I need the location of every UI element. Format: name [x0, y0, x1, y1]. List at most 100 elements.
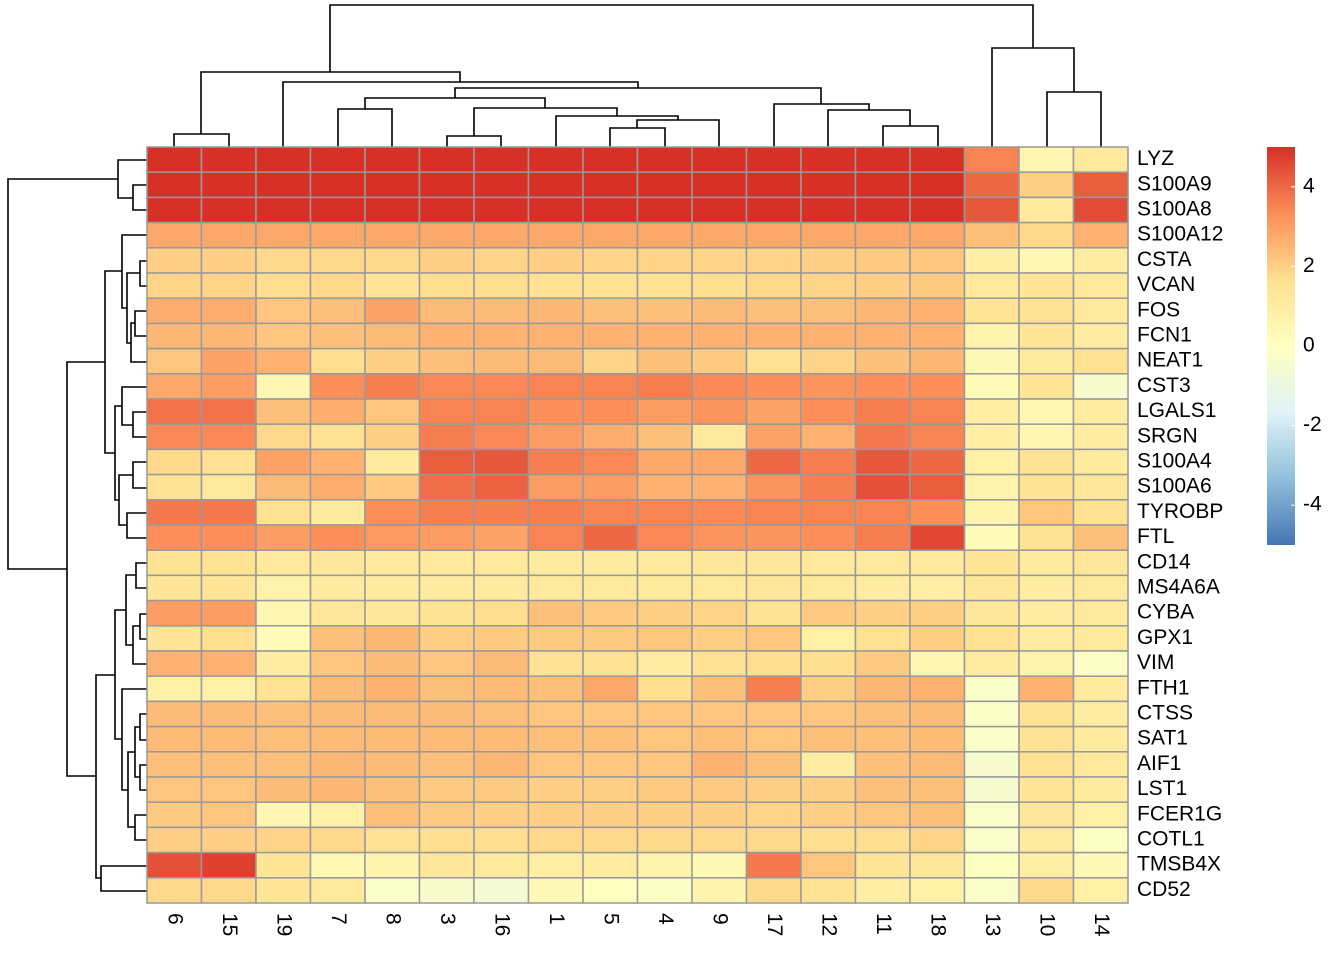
heatmap-cell: [255, 751, 312, 778]
heatmap-cell: [418, 700, 475, 728]
row-label: LGALS1: [1137, 399, 1216, 422]
heatmap-cell: [582, 625, 639, 652]
heatmap-cell: [854, 221, 911, 249]
heatmap-cell: [800, 473, 857, 501]
heatmap-cell: [582, 171, 639, 199]
row-label: GPX1: [1137, 626, 1193, 649]
heatmap-cell: [418, 196, 475, 224]
heatmap-cell: [909, 272, 966, 299]
heatmap-cell: [473, 448, 530, 476]
heatmap-cell: [255, 272, 312, 299]
heatmap-cell: [963, 524, 1020, 551]
heatmap-cell: [418, 247, 475, 274]
heatmap-cell: [309, 473, 366, 501]
heatmap-cell: [745, 171, 802, 199]
heatmap-cell: [255, 625, 312, 652]
heatmap-cell: [527, 499, 584, 526]
heatmap-cell: [745, 549, 802, 577]
heatmap-cell: [309, 574, 366, 602]
heatmap-cell: [636, 347, 693, 375]
heatmap-cell: [691, 373, 748, 400]
heatmap-cell: [691, 473, 748, 501]
heatmap-cell: [1072, 549, 1129, 577]
heatmap-cell: [418, 322, 475, 350]
heatmap-cell: [146, 272, 203, 299]
heatmap-cell: [418, 524, 475, 551]
heatmap-cell: [745, 877, 802, 904]
heatmap-cell: [527, 272, 584, 299]
heatmap-cell: [1072, 725, 1129, 753]
heatmap-cell: [473, 373, 530, 400]
heatmap-cell: [527, 725, 584, 753]
heatmap-cell: [309, 725, 366, 753]
heatmap-cell: [364, 473, 421, 501]
heatmap-cell: [527, 196, 584, 224]
heatmap-cell: [200, 877, 257, 904]
heatmap-cell: [800, 675, 857, 703]
heatmap-cell: [909, 625, 966, 652]
column-label: 8: [382, 913, 405, 925]
row-label: S100A9: [1137, 172, 1212, 195]
column-label: 4: [654, 913, 677, 925]
heatmap-cell: [309, 322, 366, 350]
heatmap-cell: [309, 297, 366, 325]
heatmap-cell: [364, 700, 421, 728]
heatmap-cell: [255, 448, 312, 476]
heatmap-cell: [745, 247, 802, 274]
heatmap-cell: [582, 196, 639, 224]
heatmap-cell: [636, 776, 693, 803]
heatmap-cell: [473, 625, 530, 652]
heatmap-cell: [309, 599, 366, 627]
heatmap-cell: [800, 347, 857, 375]
heatmap-cell: [418, 725, 475, 753]
heatmap-cell: [854, 171, 911, 199]
heatmap-cell: [963, 247, 1020, 274]
row-label: S100A4: [1137, 450, 1212, 473]
heatmap-cell: [418, 373, 475, 400]
heatmap-cell: [800, 373, 857, 400]
heatmap-cell: [582, 851, 639, 879]
heatmap-cell: [255, 776, 312, 803]
heatmap-cell: [963, 826, 1020, 854]
heatmap-cell: [473, 398, 530, 425]
heatmap-cell: [255, 549, 312, 577]
heatmap-cell: [963, 801, 1020, 829]
row-label: AIF1: [1137, 752, 1181, 775]
heatmap-cell: [909, 322, 966, 350]
heatmap-cell: [200, 499, 257, 526]
heatmap-cell: [800, 196, 857, 224]
heatmap-cell: [364, 171, 421, 199]
heatmap-cell: [1072, 826, 1129, 854]
heatmap-cell: [418, 398, 475, 425]
heatmap-cell: [309, 549, 366, 577]
heatmap-cell: [364, 877, 421, 904]
heatmap-cell: [854, 473, 911, 501]
row-label: LYZ: [1137, 147, 1174, 170]
heatmap-cell: [745, 675, 802, 703]
heatmap-cell: [909, 398, 966, 425]
heatmap-cell: [800, 650, 857, 677]
row-label: S100A12: [1137, 223, 1223, 246]
heatmap-cell: [473, 650, 530, 677]
colorbar-tick-label: 2: [1303, 254, 1315, 277]
heatmap-cell: [255, 221, 312, 249]
heatmap-cell: [364, 499, 421, 526]
heatmap-cell: [1072, 221, 1129, 249]
heatmap-cell: [745, 725, 802, 753]
heatmap-cell: [418, 877, 475, 904]
heatmap-cell: [473, 499, 530, 526]
heatmap-cell: [636, 297, 693, 325]
heatmap-cell: [854, 725, 911, 753]
heatmap-cell: [854, 322, 911, 350]
heatmap-cell: [255, 524, 312, 551]
heatmap-cell: [691, 826, 748, 854]
heatmap-cell: [963, 725, 1020, 753]
heatmap-cell: [582, 247, 639, 274]
heatmap-cell: [800, 625, 857, 652]
heatmap-cell: [364, 574, 421, 602]
heatmap-cell: [909, 700, 966, 728]
heatmap-cell: [854, 826, 911, 854]
heatmap-cell: [527, 625, 584, 652]
heatmap-cell: [745, 398, 802, 425]
heatmap-cell: [854, 347, 911, 375]
